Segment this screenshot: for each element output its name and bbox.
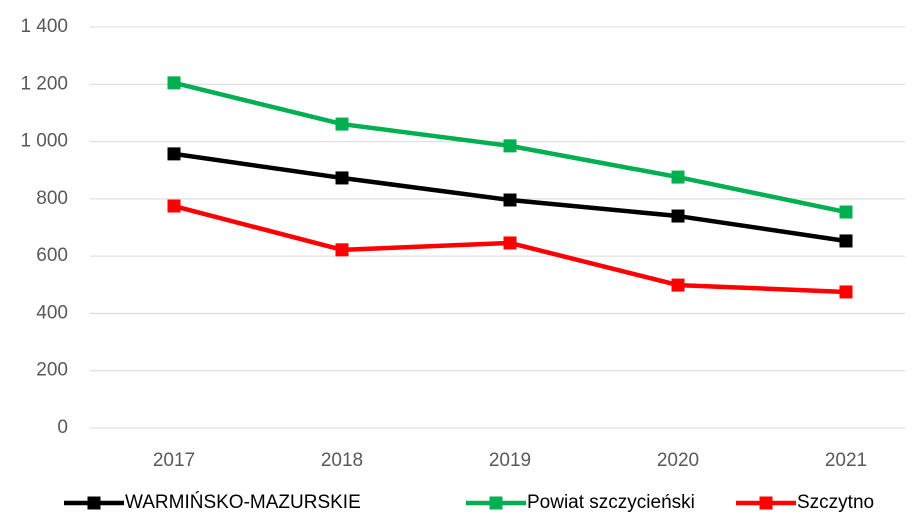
- legend-marker: [489, 496, 503, 510]
- y-tick-label: 1 400: [20, 16, 68, 37]
- data-point: [167, 199, 181, 213]
- y-tick-label: 800: [36, 188, 68, 209]
- data-point: [167, 147, 181, 161]
- legend-marker: [759, 496, 773, 510]
- legend-text: Powiat szczycieński: [527, 492, 695, 513]
- y-tick-label: 600: [36, 245, 68, 266]
- data-point: [335, 243, 349, 257]
- data-point: [671, 170, 685, 184]
- data-point: [335, 117, 349, 131]
- x-tick-label: 2018: [321, 450, 363, 471]
- y-tick-label: 0: [57, 417, 68, 438]
- x-tick-label: 2020: [657, 450, 699, 471]
- data-point: [839, 234, 853, 248]
- legend-text: Szczytno: [797, 492, 874, 513]
- data-point: [671, 209, 685, 223]
- data-point: [839, 205, 853, 219]
- data-point: [335, 171, 349, 185]
- data-point: [503, 139, 517, 153]
- x-tick-label: 2019: [489, 450, 531, 471]
- y-tick-label: 400: [36, 302, 68, 323]
- data-point: [503, 193, 517, 207]
- data-point: [167, 76, 181, 90]
- x-tick-label: 2021: [825, 450, 867, 471]
- data-point: [503, 236, 517, 250]
- data-point: [839, 285, 853, 299]
- legend-marker: [87, 496, 101, 510]
- x-tick-label: 2017: [153, 450, 195, 471]
- data-point: [671, 278, 685, 292]
- y-tick-label: 200: [36, 360, 68, 381]
- legend-text: WARMIŃSKO-MAZURSKIE: [125, 492, 361, 513]
- y-tick-label: 1 000: [20, 131, 68, 152]
- y-tick-label: 1 200: [20, 73, 68, 94]
